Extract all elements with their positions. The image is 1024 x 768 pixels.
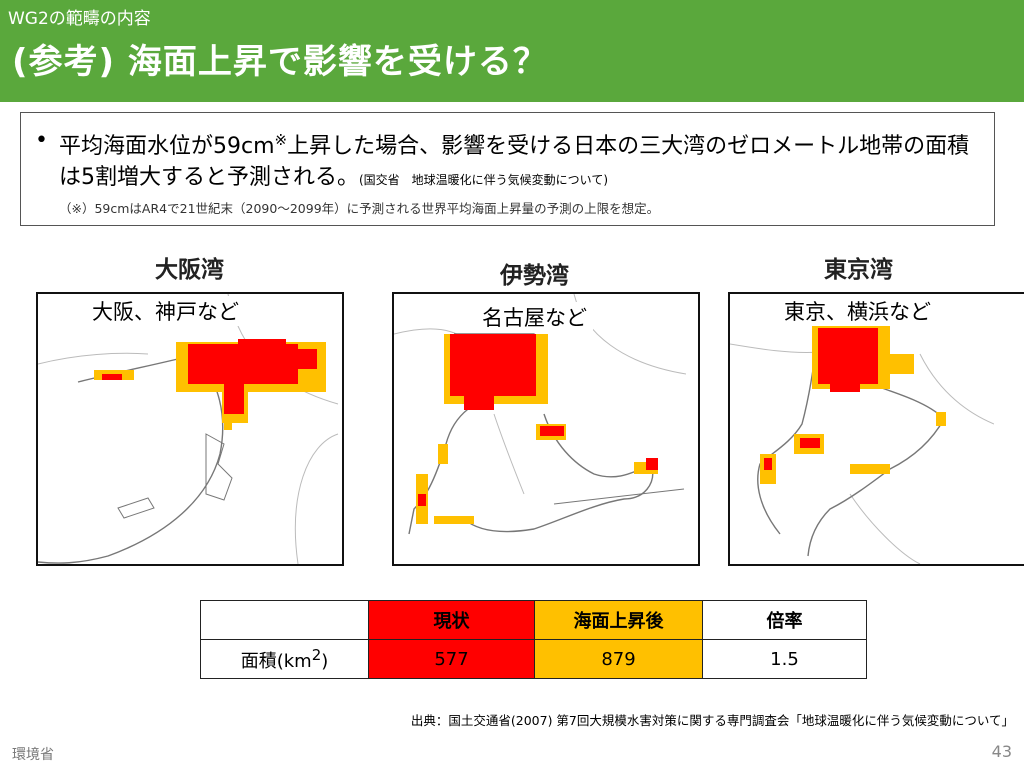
row-label-end: ) — [321, 650, 329, 672]
bay-name-tokyo: 東京湾 — [824, 257, 893, 283]
slide-title: (参考) 海面上昇で影響を受ける？ — [12, 42, 548, 82]
value-current: 577 — [368, 639, 535, 679]
city-label-tokyo: 東京、横浜など — [778, 296, 937, 326]
osaka-current-area — [102, 339, 317, 414]
header-ratio: 倍率 — [702, 600, 867, 640]
table-row: 面積(km2) 577 879 1.5 — [200, 639, 867, 679]
page-number: 43 — [991, 742, 1012, 761]
footnote-mark: ※ — [274, 131, 288, 149]
bullet-dot: • — [35, 128, 48, 153]
ise-current-area — [418, 334, 658, 506]
row-label-sup: 2 — [311, 645, 322, 664]
value-ratio: 1.5 — [702, 639, 867, 679]
osaka-map-graphic — [38, 294, 339, 564]
section-subtitle: WG2の範疇の内容 — [8, 9, 151, 29]
header-bar: WG2の範疇の内容 (参考) 海面上昇で影響を受ける？ — [0, 0, 1024, 102]
ise-map-graphic — [394, 294, 686, 535]
summary-text-part1: 平均海面水位が59cm — [59, 134, 275, 159]
bay-name-ise: 伊勢湾 — [500, 263, 569, 289]
map-ise: 名古屋など — [392, 292, 700, 566]
tokyo-current-area — [764, 328, 878, 470]
summary-text-part2: 上昇した場合、影響を受ける日本の三大湾のゼロメートル地帯の面積は5割増大すると予… — [59, 134, 970, 190]
header-current: 現状 — [368, 600, 535, 640]
map-osaka: 大阪、神戸など — [36, 292, 344, 566]
bay-name-osaka: 大阪湾 — [155, 257, 224, 283]
map-tokyo: 東京、横浜など — [728, 292, 1024, 566]
summary-text: 平均海面水位が59cm※上昇した場合、影響を受ける日本の三大湾のゼロメートル地帯… — [59, 125, 984, 196]
summary-box: • 平均海面水位が59cm※上昇した場合、影響を受ける日本の三大湾のゼロメートル… — [20, 112, 995, 226]
source-citation: 出典：国土交通省(2007) 第7回大規模水害対策に関する専門調査会「地球温暖化… — [410, 713, 1014, 728]
city-label-osaka: 大阪、神戸など — [86, 296, 245, 326]
inline-source: (国交省 地球温暖化に伴う気候変動について) — [359, 173, 609, 187]
org-name: 環境省 — [12, 747, 54, 763]
header-after-rise: 海面上昇後 — [534, 600, 703, 640]
table-header-row: 現状 海面上昇後 倍率 — [200, 600, 867, 640]
footnote: （※）59cmはAR4で21世紀末（2090～2099年）に予測される世界平均海… — [59, 201, 660, 216]
city-label-ise: 名古屋など — [476, 302, 593, 332]
area-table: 現状 海面上昇後 倍率 面積(km2) 577 879 1.5 — [200, 600, 867, 679]
tokyo-map-graphic — [730, 324, 994, 564]
row-label-area: 面積(km2) — [200, 639, 369, 679]
value-after-rise: 879 — [534, 639, 703, 679]
row-label-text: 面積(km — [240, 650, 312, 672]
table-corner-cell — [200, 600, 369, 640]
